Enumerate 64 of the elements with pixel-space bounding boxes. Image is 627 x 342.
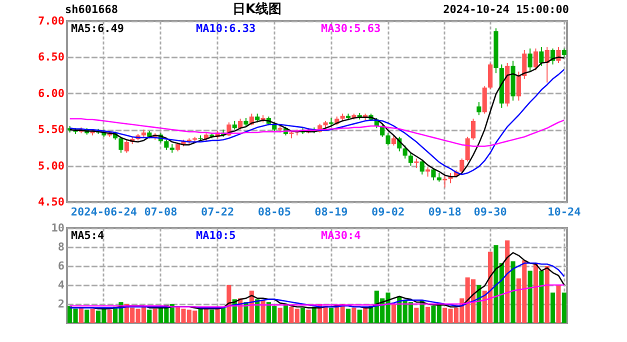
y-tick-label: 4.50: [38, 196, 64, 208]
y-tick-label: 4: [58, 278, 65, 292]
bar: [107, 310, 112, 323]
line-series: [69, 118, 565, 147]
bar: [391, 304, 396, 323]
y-tick-label: 5.50: [38, 123, 64, 136]
bar: [220, 308, 226, 323]
text: MA30:4: [321, 229, 362, 242]
y-tick-label: 6: [58, 260, 65, 272]
x-tick-label: 09-02: [371, 206, 405, 218]
y-tick-label: 6.00: [38, 86, 64, 100]
bar: [328, 308, 334, 323]
text: sh601668: [65, 3, 118, 16]
candlestick: [170, 144, 174, 154]
y-tick-label: 8: [58, 240, 64, 254]
y-tick-label: 2: [58, 298, 64, 310]
x-tick-label: 08-05: [258, 206, 291, 218]
bar: [283, 304, 288, 323]
bar: [539, 270, 544, 323]
y-tick-label: 5.00: [38, 159, 64, 172]
bar: [226, 285, 232, 323]
x-tick-label: 07-22: [201, 206, 234, 218]
bar: [357, 310, 362, 323]
bar: [198, 308, 203, 323]
text: 2024-10-24 15:00:00: [443, 3, 569, 16]
x-tick-label: 08-19: [314, 206, 348, 218]
bar: [90, 308, 95, 323]
bar: [544, 266, 550, 323]
bar: [352, 308, 356, 323]
bar: [556, 285, 561, 323]
bar: [533, 263, 538, 323]
line-series: [69, 284, 565, 308]
bar: [510, 261, 516, 323]
bar: [78, 308, 84, 323]
bar: [562, 292, 566, 323]
x-tick-label: 2024-06-24: [70, 206, 138, 218]
bar: [414, 308, 419, 323]
y-tick-label: 7.00: [38, 14, 64, 28]
bar: [260, 300, 266, 323]
bar: [550, 292, 556, 323]
x-tick-label: 10-24: [548, 206, 582, 218]
x-tick-label: 09-30: [474, 206, 507, 218]
text: MA30:5.63: [321, 22, 381, 35]
y-tick-label: 10: [51, 222, 64, 234]
bar: [152, 308, 158, 323]
bar: [278, 308, 282, 323]
bar: [528, 270, 532, 323]
line-series: [69, 262, 565, 308]
bar: [426, 306, 430, 323]
bar: [210, 310, 214, 323]
bar: [300, 308, 306, 323]
text: MA5:6.49: [71, 22, 124, 35]
chart-title: 日K线图: [232, 2, 282, 17]
text: MA5:4: [71, 229, 104, 242]
x-tick-label: 09-18: [428, 206, 462, 218]
y-tick-label: 6.50: [38, 50, 64, 64]
text: MA10:6.33: [196, 22, 256, 35]
bar: [147, 310, 152, 323]
bar: [306, 310, 311, 323]
bar: [84, 310, 90, 323]
bar: [505, 240, 510, 323]
text: MA10:5: [196, 229, 236, 242]
bar: [346, 308, 351, 323]
x-tick-label: 07-08: [144, 206, 178, 218]
